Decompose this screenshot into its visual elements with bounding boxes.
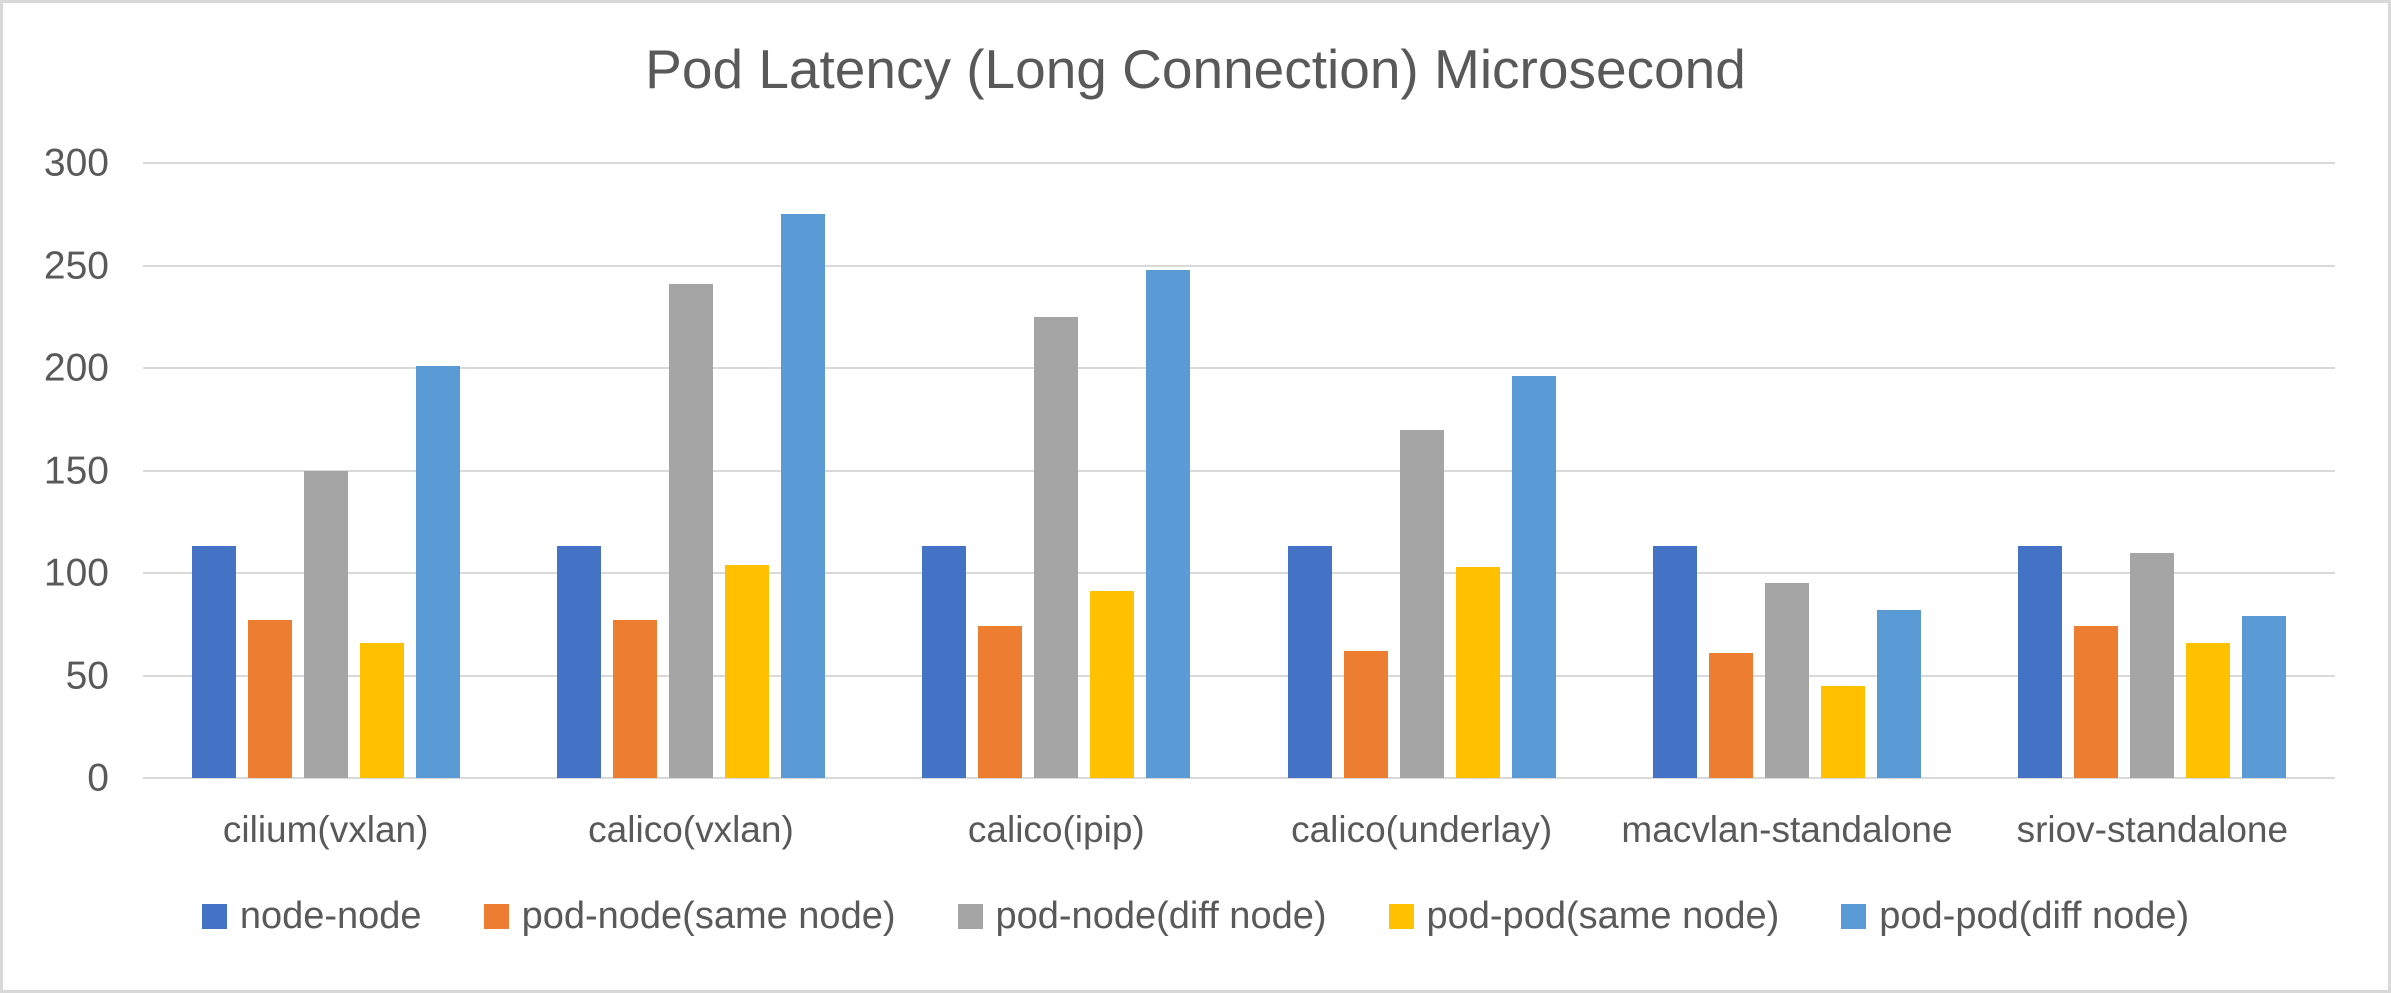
bar-node-node-cilium(vxlan): [191, 546, 236, 778]
bar-group-cilium(vxlan): [143, 163, 508, 778]
legend-swatch-icon: [201, 904, 227, 929]
bar-group-calico(ipip): [874, 163, 1239, 778]
gridline-200: [143, 367, 2335, 370]
bar-pod-pod(diff node)-calico(vxlan): [780, 214, 825, 778]
gridline-150: [143, 469, 2335, 472]
y-tick-label-200: 200: [43, 346, 109, 390]
legend: node-node pod-node(same node) pod-node(dif…: [3, 895, 2388, 938]
legend-item-pod-pod(same node): pod-pod(same node): [1388, 895, 1780, 938]
legend-swatch-icon: [1388, 904, 1414, 929]
legend-swatch-icon: [1841, 904, 1867, 929]
bar-pod-node(diff node)-cilium(vxlan): [303, 470, 348, 778]
bar-groups: [143, 163, 2335, 778]
bar-node-node-calico(underlay): [1287, 546, 1332, 778]
bar-pod-node(diff node)-macvlan-standalone: [1764, 583, 1809, 778]
y-tick-label-50: 50: [65, 654, 109, 697]
gridline-100: [143, 572, 2335, 575]
bar-pod-pod(same node)-calico(ipip): [1090, 591, 1135, 778]
bar-pod-pod(diff node)-sriov-standalone: [2242, 616, 2287, 778]
y-tick-label-300: 300: [43, 141, 109, 185]
bar-pod-node(same node)-calico(underlay): [1343, 650, 1388, 778]
legend-swatch-icon: [957, 904, 983, 929]
bar-pod-node(same node)-sriov-standalone: [2074, 626, 2119, 778]
bar-group-macvlan-standalone: [1604, 163, 1969, 778]
x-label-calico(ipip): calico(ipip): [967, 809, 1145, 850]
bar-node-node-macvlan-standalone: [1652, 546, 1697, 778]
legend-label: pod-pod(same node): [1426, 895, 1780, 937]
x-label-calico(underlay): calico(underlay): [1291, 809, 1553, 850]
bar-pod-pod(same node)-calico(vxlan): [724, 564, 769, 778]
y-tick-label-150: 150: [43, 449, 109, 492]
bar-pod-node(same node)-cilium(vxlan): [247, 620, 292, 778]
bar-pod-node(same node)-macvlan-standalone: [1708, 652, 1753, 778]
bar-pod-node(same node)-calico(ipip): [978, 626, 1023, 778]
x-axis: cilium(vxlan) calico(vxlan) calico(ipip) ca…: [143, 809, 2335, 851]
y-tick-label-100: 100: [43, 551, 109, 595]
legend-item-pod-pod(diff node): pod-pod(diff node): [1841, 895, 2189, 938]
legend-label: pod-node(diff node): [995, 895, 1327, 937]
bar-pod-pod(same node)-calico(underlay): [1455, 566, 1500, 778]
gridline-0: [143, 777, 2335, 779]
legend-label: pod-pod(diff node): [1879, 895, 2190, 937]
x-label-calico(vxlan): calico(vxlan): [588, 809, 794, 850]
legend-label: node-node: [239, 895, 422, 937]
bar-pod-node(diff node)-sriov-standalone: [2130, 552, 2175, 778]
x-label-sriov-standalone: sriov-standalone: [2016, 809, 2289, 850]
y-tick-label-250: 250: [43, 244, 109, 287]
bar-pod-node(diff node)-calico(vxlan): [668, 283, 713, 778]
bar-pod-node(diff node)-calico(underlay): [1399, 429, 1444, 778]
bar-node-node-calico(ipip): [922, 546, 967, 778]
bar-group-sriov-standalone: [1970, 163, 2335, 778]
bar-pod-node(diff node)-calico(ipip): [1034, 316, 1079, 778]
y-tick-label-0: 0: [87, 756, 109, 800]
bar-pod-pod(same node)-macvlan-standalone: [1820, 685, 1865, 778]
legend-item-node-node: node-node: [201, 895, 422, 938]
bar-pod-node(same node)-calico(vxlan): [612, 620, 657, 778]
y-axis: 0 50 100 150 200 250 300: [3, 144, 115, 798]
gridline-50: [143, 674, 2335, 677]
x-label-macvlan-standalone: macvlan-standalone: [1621, 809, 1953, 850]
bar-pod-pod(same node)-sriov-standalone: [2186, 642, 2231, 778]
x-label-cilium(vxlan): cilium(vxlan): [222, 809, 429, 850]
bar-pod-pod(diff node)-calico(ipip): [1146, 269, 1191, 778]
bar-node-node-sriov-standalone: [2018, 546, 2063, 778]
legend-item-pod-node(diff node): pod-node(diff node): [957, 895, 1327, 938]
gridline-250: [143, 264, 2335, 267]
bar-pod-pod(diff node)-calico(underlay): [1511, 376, 1556, 778]
gridline-300: [143, 162, 2335, 164]
chart-title: Pod Latency (Long Connection) Microsecon…: [645, 38, 1746, 100]
bar-pod-pod(diff node)-cilium(vxlan): [415, 365, 460, 778]
legend-swatch-icon: [483, 904, 509, 929]
plot-area: [143, 162, 2335, 779]
bar-pod-pod(same node)-cilium(vxlan): [359, 642, 404, 778]
bar-pod-pod(diff node)-macvlan-standalone: [1876, 609, 1921, 778]
legend-label: pod-node(same node): [521, 895, 896, 937]
bar-group-calico(underlay): [1239, 163, 1604, 778]
bar-node-node-calico(vxlan): [556, 546, 601, 778]
bar-group-calico(vxlan): [508, 163, 873, 778]
legend-item-pod-node(same node): pod-node(same node): [483, 895, 896, 938]
